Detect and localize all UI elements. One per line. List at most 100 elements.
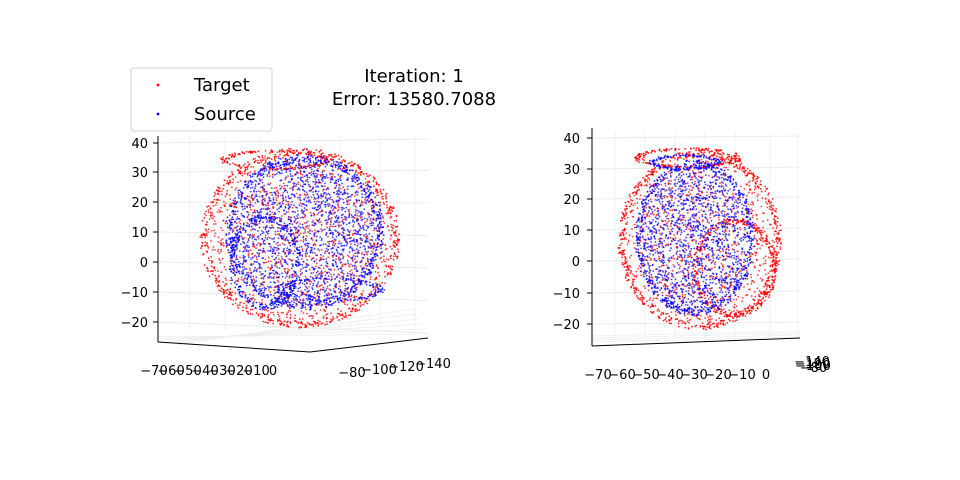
target-point — [387, 258, 390, 261]
target-point — [348, 203, 350, 206]
source-point — [366, 187, 369, 189]
target-point — [263, 157, 266, 160]
target-point — [319, 320, 321, 323]
source-point — [272, 307, 275, 310]
source-point — [289, 156, 292, 159]
source-point — [376, 204, 379, 207]
source-point — [308, 153, 310, 156]
target-point — [250, 275, 252, 277]
source-point — [254, 172, 257, 175]
source-point — [283, 243, 286, 246]
target-point — [255, 247, 258, 250]
target-point — [221, 162, 224, 164]
source-point — [336, 299, 339, 302]
target-point — [351, 164, 353, 167]
source-point — [263, 289, 266, 292]
target-point — [210, 201, 213, 204]
source-point — [250, 281, 253, 284]
source-point — [329, 220, 332, 222]
target-point — [391, 248, 393, 250]
target-point — [220, 193, 223, 196]
source-point — [265, 218, 268, 220]
target-point — [205, 214, 208, 217]
source-point — [295, 154, 298, 156]
target-point — [338, 274, 341, 277]
source-point — [305, 248, 308, 251]
source-point — [277, 237, 280, 240]
source-point — [307, 155, 309, 158]
target-point — [313, 303, 316, 305]
target-point — [210, 270, 213, 272]
target-point — [243, 237, 246, 239]
target-point — [349, 314, 352, 317]
target-point — [382, 188, 385, 191]
source-point — [363, 297, 366, 299]
source-point — [288, 258, 291, 260]
target-point — [309, 211, 312, 214]
target-point — [343, 300, 346, 303]
target-point — [243, 152, 246, 155]
source-point — [354, 261, 357, 264]
source-point — [361, 193, 363, 196]
source-point — [262, 277, 265, 280]
target-point — [300, 273, 302, 276]
source-point — [250, 258, 252, 260]
target-point — [389, 212, 392, 215]
target-point — [337, 273, 340, 276]
source-point — [267, 202, 269, 205]
source-point — [318, 296, 320, 298]
target-point — [365, 262, 367, 265]
target-point — [200, 245, 203, 248]
source-point — [283, 297, 286, 300]
source-point — [273, 221, 275, 224]
target-point — [264, 303, 267, 306]
target-point — [728, 309, 731, 312]
target-point — [327, 240, 329, 243]
source-point — [231, 255, 234, 258]
source-point — [279, 302, 282, 304]
source-point — [375, 219, 378, 222]
source-point — [308, 172, 311, 175]
target-point — [327, 256, 330, 259]
target-point — [380, 256, 383, 259]
target-point — [239, 179, 242, 182]
source-point — [272, 277, 275, 280]
source-point — [284, 283, 287, 285]
target-point — [264, 234, 267, 237]
source-point — [314, 203, 317, 206]
source-point — [238, 288, 241, 291]
target-point — [685, 228, 687, 231]
source-point — [358, 252, 361, 254]
target-point — [272, 213, 275, 216]
source-point — [239, 191, 242, 193]
source-point — [281, 283, 284, 285]
source-point — [243, 180, 246, 183]
source-point — [337, 178, 340, 181]
target-point — [296, 221, 299, 224]
target-point — [232, 299, 235, 301]
target-point — [259, 191, 262, 193]
target-point — [725, 247, 728, 250]
target-point — [343, 159, 346, 162]
target-point — [202, 253, 204, 256]
source-point — [316, 292, 319, 295]
target-point — [332, 158, 335, 161]
target-point — [216, 250, 219, 253]
target-point — [278, 184, 281, 187]
target-point — [237, 306, 240, 309]
source-point — [241, 205, 243, 208]
target-point — [359, 203, 362, 206]
target-point — [727, 168, 729, 171]
target-point — [346, 238, 349, 240]
source-point — [242, 227, 245, 230]
target-point — [369, 239, 372, 241]
target-point — [214, 274, 217, 277]
source-point — [304, 266, 307, 269]
source-point — [290, 193, 293, 196]
target-point — [252, 278, 255, 280]
target-point — [390, 234, 393, 237]
source-point — [252, 270, 255, 273]
source-point — [270, 218, 272, 220]
target-point — [325, 320, 328, 323]
source-point — [301, 292, 304, 295]
